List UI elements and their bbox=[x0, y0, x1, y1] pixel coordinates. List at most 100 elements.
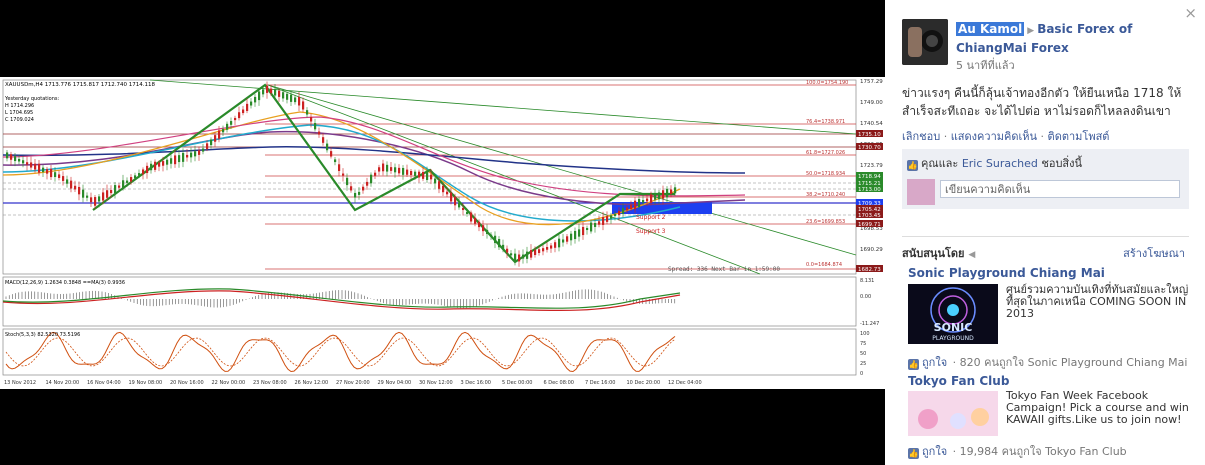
author-avatar[interactable] bbox=[902, 19, 948, 65]
candle-body bbox=[334, 159, 337, 163]
action-separator: · bbox=[1040, 130, 1045, 143]
candle-body bbox=[102, 192, 105, 201]
candle-body bbox=[446, 191, 449, 195]
candle-body bbox=[154, 161, 157, 170]
comment-input[interactable]: เขียนความคิดเห็น bbox=[940, 180, 1180, 198]
post-header: Au Kamol ▶ Basic Forex of ChiangMai Forex … bbox=[956, 21, 1186, 74]
candle-body bbox=[106, 190, 109, 198]
candle-body bbox=[326, 143, 329, 151]
likes-prefix: คุณและ bbox=[921, 157, 959, 170]
candle-body bbox=[374, 172, 377, 176]
price-tag: 1715.21 bbox=[858, 181, 881, 187]
candle-body bbox=[234, 117, 237, 121]
candle-body bbox=[122, 180, 125, 189]
unlike-link[interactable]: เลิกชอบ bbox=[902, 130, 941, 143]
candle-body bbox=[310, 117, 313, 122]
candle-body bbox=[402, 167, 405, 175]
price-tag: 1730.70 bbox=[858, 145, 881, 151]
candle-body bbox=[270, 88, 273, 94]
candle-body bbox=[114, 185, 117, 194]
likes-summary: 👍 คุณและ Eric Surached ชอบสิ่งนี้ bbox=[907, 154, 1082, 172]
candle-body bbox=[186, 154, 189, 158]
fib-label: 100.0=1754.190 bbox=[806, 80, 848, 86]
candle-body bbox=[202, 148, 205, 152]
create-ad-link[interactable]: สร้างโฆษณา bbox=[1123, 247, 1185, 260]
price-tag: 1735.10 bbox=[858, 132, 881, 138]
chart-canvas: 1757.291749.001740.541732.051723.791715.… bbox=[2, 79, 883, 386]
support-3-label: Support 3 bbox=[636, 228, 666, 235]
macd-tick-top: 8.131 bbox=[860, 278, 874, 284]
candle-body bbox=[438, 181, 441, 189]
time-label: 19 Nov 08:00 bbox=[129, 380, 163, 386]
candle-body bbox=[50, 168, 53, 178]
time-label: 29 Nov 04:00 bbox=[378, 380, 412, 386]
candle-body bbox=[342, 173, 345, 176]
candle-body bbox=[578, 229, 581, 237]
candle-body bbox=[66, 179, 69, 184]
price-tag: 1703.45 bbox=[858, 213, 881, 219]
time-label: 3 Dec 16:00 bbox=[461, 380, 491, 386]
thumbs-up-icon: 👍 bbox=[908, 359, 919, 370]
likes-comments-box: 👍 คุณและ Eric Surached ชอบสิ่งนี้ เขียนคว… bbox=[902, 149, 1189, 209]
yesterday-high: H 1714.296 bbox=[5, 103, 34, 109]
candle-body bbox=[294, 97, 297, 103]
candle-body bbox=[98, 196, 101, 202]
candle-body bbox=[386, 164, 389, 172]
ad-image[interactable]: SONIC PLAYGROUND bbox=[908, 284, 998, 344]
candle-body bbox=[666, 188, 669, 198]
candle-body bbox=[210, 139, 213, 146]
commenter-avatar bbox=[907, 179, 935, 205]
price-tick: 1757.29 bbox=[860, 79, 883, 85]
ad-like-count: 19,984 คนถูกใจ Tokyo Fan Club bbox=[959, 445, 1127, 458]
time-label: 22 Nov 00:00 bbox=[212, 380, 246, 386]
megaphone-icon: ◀ bbox=[968, 250, 976, 260]
candle-body bbox=[426, 172, 429, 180]
follow-post-link[interactable]: ติดตามโพสต์ bbox=[1047, 130, 1110, 143]
candle-body bbox=[554, 242, 557, 248]
candle-body bbox=[118, 185, 121, 188]
close-icon[interactable]: × bbox=[1184, 4, 1197, 22]
ad-title[interactable]: Tokyo Fan Club bbox=[908, 374, 1010, 388]
post-timestamp[interactable]: 5 นาทีที่แล้ว bbox=[956, 59, 1015, 72]
candle-body bbox=[558, 238, 561, 248]
price-tag-box bbox=[856, 172, 883, 179]
candle-body bbox=[634, 200, 637, 210]
price-tick: 1690.29 bbox=[860, 247, 883, 253]
stoch-tick: 25 bbox=[860, 361, 866, 367]
liker-link[interactable]: Eric Surached bbox=[961, 157, 1038, 170]
candle-body bbox=[46, 169, 49, 174]
avatar-photo-icon bbox=[902, 19, 948, 65]
candle-body bbox=[454, 196, 457, 206]
price-tick: 1749.00 bbox=[860, 100, 883, 106]
candle-body bbox=[370, 174, 373, 184]
candle-body bbox=[434, 178, 437, 184]
ad-like-button[interactable]: ถูกใจ bbox=[922, 356, 948, 369]
candle-body bbox=[254, 96, 257, 103]
candle-body bbox=[358, 191, 361, 195]
candle-body bbox=[594, 223, 597, 227]
candle-body bbox=[78, 186, 81, 195]
price-tag-box bbox=[856, 199, 883, 206]
candle-body bbox=[222, 129, 225, 133]
candle-body bbox=[62, 176, 65, 181]
yesterday-close: C 1709.024 bbox=[5, 117, 34, 123]
price-tag-box bbox=[856, 185, 883, 192]
candle-body bbox=[450, 192, 453, 202]
ad-image[interactable] bbox=[908, 391, 998, 436]
group-link[interactable]: Basic Forex of ChiangMai Forex bbox=[956, 22, 1133, 55]
ad-like-button[interactable]: ถูกใจ bbox=[922, 445, 948, 458]
ad-title[interactable]: Sonic Playground Chiang Mai bbox=[908, 266, 1105, 280]
macd-label: MACD(12,26,9) 1.2634 0.3848 ==MA(3) 0.99… bbox=[5, 280, 125, 286]
author-name[interactable]: Au Kamol bbox=[956, 22, 1025, 36]
candle-body bbox=[518, 254, 521, 262]
candle-body bbox=[130, 177, 133, 182]
candle-body bbox=[410, 171, 413, 175]
time-label: 14 Nov 20:00 bbox=[46, 380, 80, 386]
candle-body bbox=[178, 155, 181, 163]
candle-body bbox=[282, 92, 285, 99]
candle-body bbox=[654, 194, 657, 200]
comment-link[interactable]: แสดงความคิดเห็น bbox=[950, 130, 1038, 143]
candle-body bbox=[150, 163, 153, 171]
candle-body bbox=[570, 233, 573, 241]
macd-tick-mid: 0.00 bbox=[860, 294, 871, 300]
